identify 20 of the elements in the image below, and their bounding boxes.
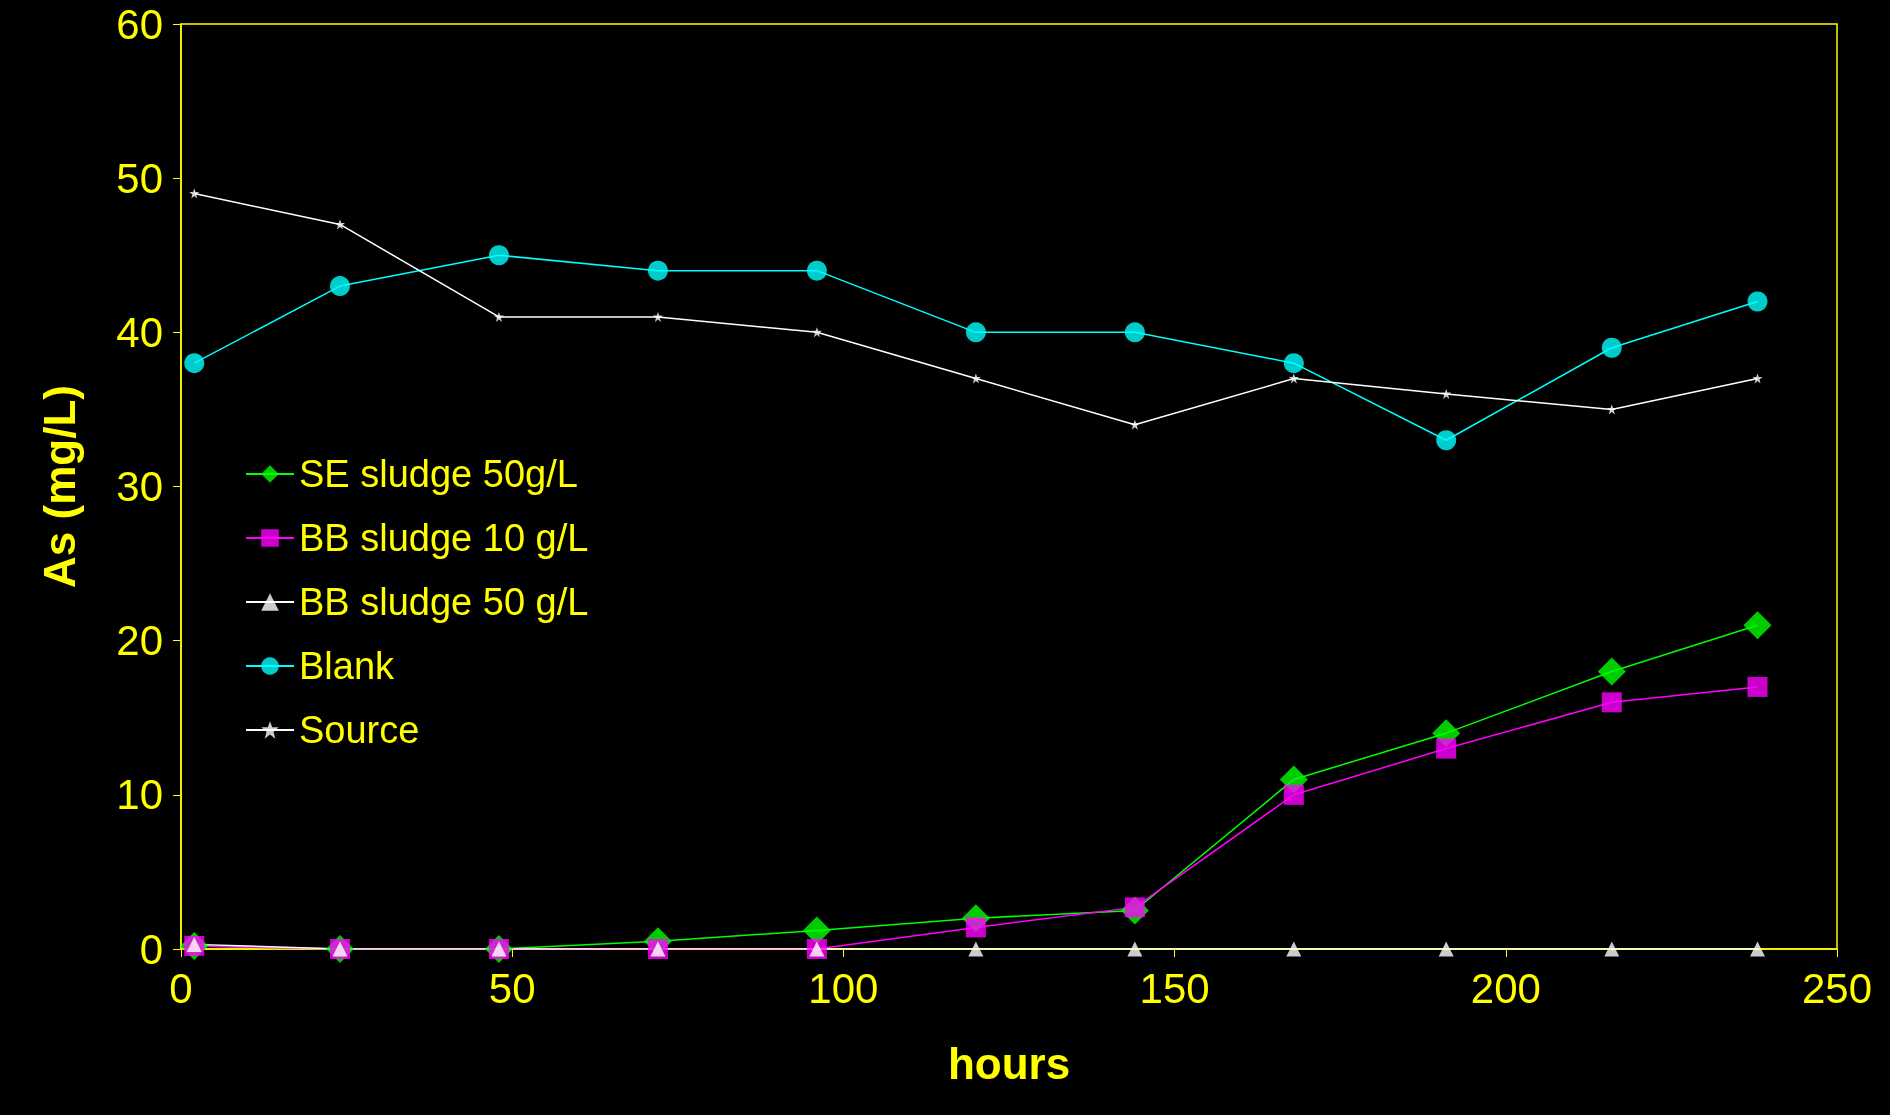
x-tick-label: 250 — [1801, 964, 1873, 1012]
y-tick-label: 0 — [139, 925, 163, 973]
x-tick-label: 200 — [1470, 964, 1541, 1012]
x-axis-title: hours — [947, 1038, 1071, 1088]
y-tick-label: 30 — [116, 463, 163, 510]
legend-label: BB sludge 10 g/L — [299, 517, 589, 559]
legend-label: Blank — [299, 645, 396, 687]
y-axis-title: As (mg/L) — [34, 385, 84, 588]
y-tick-label: 10 — [116, 771, 163, 819]
y-tick-label: 50 — [116, 154, 163, 202]
x-tick-label: 0 — [169, 964, 193, 1012]
legend-label: SE sludge 50g/L — [299, 453, 578, 495]
legend-label: BB sludge 50 g/L — [299, 581, 589, 623]
y-tick-label: 60 — [116, 0, 163, 48]
y-tick-label: 20 — [116, 617, 163, 665]
x-tick-label: 50 — [488, 964, 536, 1012]
x-tick-label: 100 — [808, 964, 879, 1012]
legend-label: Source — [299, 709, 420, 751]
x-tick-label: 150 — [1139, 964, 1210, 1012]
y-tick-label: 40 — [116, 308, 163, 356]
